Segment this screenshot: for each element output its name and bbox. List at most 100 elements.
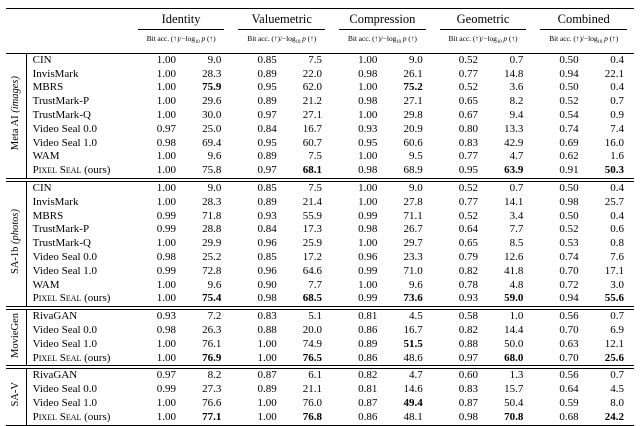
table-row: TrustMark-Q 1.00 30.0 0.97 27.1 1.00 29.8 0.67 9… — [6, 109, 634, 123]
table-row: Meta AI (images) CIN 1.00 9.0 0.85 7.5 1.00 9.0… — [6, 53, 634, 180]
logp-value: 62.0 — [302, 81, 323, 94]
table-row: Video Seal 0.0 0.98 25.2 0.85 17.2 0.96 23.3 0.… — [6, 251, 634, 265]
bitacc-value: 0.68 — [559, 410, 579, 423]
bitacc-value: 0.99 — [156, 383, 177, 396]
logp-value: 27.1 — [302, 108, 323, 121]
metric-subheader-part: 10 — [194, 40, 200, 45]
metric-subheader-part: 10 — [597, 40, 603, 45]
logp-value: 14.8 — [504, 67, 524, 80]
bitacc-value: 0.88 — [458, 337, 478, 350]
table-row: WAM 1.00 9.6 0.90 7.7 1.00 9.6 0.78 4.8 0.72 3.0 — [6, 279, 634, 293]
logp-value: 71.1 — [403, 209, 423, 222]
bitacc-value: 0.63 — [559, 337, 579, 350]
logp-value: 76.8 — [302, 410, 323, 423]
logp-value: 24.2 — [604, 410, 624, 423]
bitacc-value: 1.00 — [156, 396, 177, 409]
logp-value: 9.0 — [408, 181, 423, 194]
method-name: Video Seal 1.0 — [32, 264, 98, 277]
logp-value: 13.3 — [504, 122, 524, 135]
metric-subheader-part: 10 — [396, 40, 401, 45]
table-row: Video Seal 0.0 0.99 27.3 0.89 21.1 0.81 14.6 0.… — [6, 383, 634, 397]
logp-value: 3.6 — [509, 81, 524, 94]
bitacc-value: 0.77 — [458, 67, 478, 80]
logp-value: 4.5 — [610, 383, 624, 396]
bitacc-value: 1.00 — [257, 337, 277, 350]
dataset-label-part: (images) — [9, 76, 21, 114]
bitacc-value: 0.97 — [257, 108, 277, 121]
bitacc-value: 0.86 — [358, 323, 378, 336]
bitacc-value: 0.50 — [559, 209, 579, 222]
bitacc-value: 0.89 — [358, 337, 378, 350]
logp-value: 0.7 — [610, 95, 624, 108]
method-name-smallcaps: Pixel Seal — [32, 410, 82, 423]
bitacc-value: 1.00 — [156, 237, 177, 250]
bitacc-value: 0.52 — [559, 95, 579, 108]
logp-value: 16.7 — [302, 122, 323, 135]
logp-value: 26.3 — [202, 323, 222, 336]
bitacc-value: 1.00 — [156, 337, 177, 350]
bitacc-value: 0.84 — [257, 122, 277, 135]
bitacc-value: 0.89 — [257, 95, 277, 108]
bitacc-value: 0.99 — [156, 209, 177, 222]
logp-value: 0.4 — [610, 53, 624, 66]
bitacc-value: 0.94 — [559, 67, 579, 80]
logp-value: 76.9 — [202, 351, 222, 364]
logp-value: 0.4 — [610, 181, 624, 194]
logp-value: 25.0 — [202, 122, 222, 135]
logp-value: 0.6 — [610, 223, 624, 236]
logp-value: 9.6 — [207, 150, 222, 163]
logp-value: 76.0 — [302, 396, 323, 409]
method-name-smallcaps: Pixel Seal — [32, 292, 82, 305]
logp-value: 76.5 — [302, 351, 323, 364]
table-row: TrustMark-Q 1.00 29.9 0.96 25.9 1.00 29.7 0.65 8… — [6, 237, 634, 251]
bitacc-value: 1.00 — [156, 108, 177, 121]
method-name: Video Seal 0.0 — [32, 122, 98, 135]
bitacc-value: 0.81 — [358, 310, 378, 323]
bitacc-value: 1.00 — [358, 278, 378, 291]
logp-value: 0.7 — [610, 369, 624, 382]
logp-value: 27.8 — [403, 195, 423, 208]
method-name-suffix: (ours) — [81, 351, 111, 364]
method-name: Video Seal 1.0 — [32, 337, 98, 350]
logp-value: 17.3 — [302, 223, 323, 236]
logp-value: 21.1 — [302, 383, 323, 396]
logp-value: 8.0 — [610, 396, 624, 409]
bitacc-value: 0.77 — [458, 150, 478, 163]
bitacc-value: 0.85 — [257, 181, 277, 194]
bitacc-value: 0.98 — [156, 323, 177, 336]
bitacc-value: 0.87 — [358, 396, 378, 409]
logp-value: 7.7 — [308, 278, 323, 291]
bitacc-value: 1.00 — [156, 164, 177, 177]
bitacc-value: 0.96 — [257, 264, 277, 277]
bitacc-value: 0.98 — [559, 195, 579, 208]
table-row: MBRS 1.00 75.9 0.95 62.0 1.00 75.2 0.52 3.6 0.50 0… — [6, 81, 634, 95]
logp-value: 17.1 — [604, 264, 624, 277]
bitacc-value: 0.83 — [257, 310, 277, 323]
method-name-suffix: (ours) — [81, 164, 111, 177]
table-row: MBRS 0.99 71.8 0.93 55.9 0.99 71.1 0.52 3.4 0.50 0… — [6, 210, 634, 224]
logp-value: 25.6 — [604, 351, 624, 364]
bitacc-value: 0.84 — [257, 223, 277, 236]
bitacc-value: 0.52 — [458, 81, 478, 94]
method-name: MBRS — [32, 81, 64, 94]
bitacc-value: 1.00 — [358, 81, 378, 94]
metric-subheader-part: Bit acc. (↑)/−log — [247, 34, 296, 43]
logp-value: 50.0 — [504, 337, 524, 350]
logp-value: 9.0 — [207, 181, 222, 194]
logp-value: 76.6 — [202, 396, 222, 409]
logp-value: 68.1 — [302, 164, 323, 177]
dataset-label-cell: MovieGen — [6, 308, 27, 368]
logp-value: 6.9 — [610, 323, 624, 336]
bitacc-value: 0.77 — [458, 195, 478, 208]
bitacc-value: 0.98 — [257, 292, 277, 305]
column-group-header: Compression — [332, 9, 433, 30]
metric-subheader-part: 10 — [496, 40, 502, 45]
bitacc-value: 0.85 — [257, 53, 277, 66]
header-blank — [6, 9, 131, 31]
logp-value: 4.7 — [509, 150, 524, 163]
bitacc-value: 1.00 — [358, 53, 378, 66]
bitacc-value: 0.98 — [358, 164, 378, 177]
metric-subheader-part: p — [604, 34, 608, 43]
bitacc-value: 0.78 — [458, 278, 478, 291]
logp-value: 9.6 — [408, 278, 423, 291]
